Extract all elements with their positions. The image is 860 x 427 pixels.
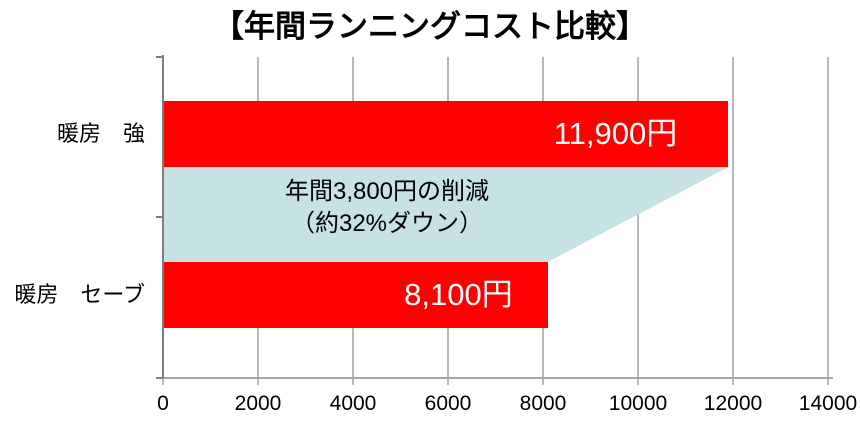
x-tick-label: 4000 (329, 392, 377, 415)
bar-value-label: 8,100円 (404, 277, 513, 312)
bar-value-label: 11,900円 (553, 116, 678, 151)
x-tick-label: 6000 (424, 392, 472, 415)
chart-title: 【年間ランニングコスト比較】 (213, 9, 647, 44)
category-label-0: 暖房 強 (56, 121, 145, 146)
x-tick-label: 12000 (703, 392, 763, 415)
reduction-annotation: 年間3,800円の削減 （約32%ダウン） (237, 176, 537, 240)
reduction-annotation-line1: 年間3,800円の削減 (284, 178, 490, 205)
reduction-area-shape (164, 167, 729, 262)
category-label-1: 暖房 セーブ (14, 282, 145, 307)
x-tick-label: 2000 (234, 392, 282, 415)
x-tick-label: 0 (157, 392, 169, 415)
x-tick-label: 14000 (798, 392, 858, 415)
bar-0: 11,900円 (164, 101, 729, 167)
bar-1: 8,100円 (164, 262, 548, 328)
x-tick-label: 8000 (519, 392, 567, 415)
reduction-annotation-line2: （約32%ダウン） (290, 210, 484, 237)
x-tick-label: 10000 (608, 392, 668, 415)
